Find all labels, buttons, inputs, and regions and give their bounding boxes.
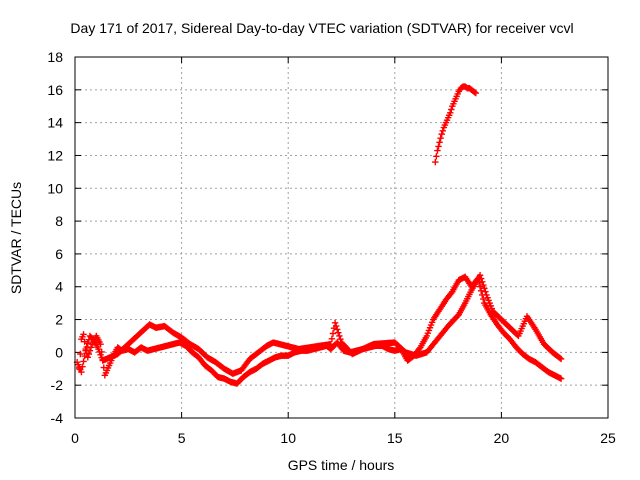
- y-tick-label: 18: [47, 49, 63, 65]
- y-tick-label: 4: [55, 279, 63, 295]
- data-point: [81, 352, 88, 360]
- data-point: [435, 143, 442, 150]
- data-point: [80, 331, 87, 338]
- data-point: [336, 332, 343, 340]
- data-point: [331, 319, 339, 327]
- data-point: [332, 322, 340, 330]
- data-point: [477, 275, 485, 282]
- data-point: [78, 368, 85, 376]
- x-tick-label: 25: [600, 430, 616, 446]
- y-tick-label: 16: [47, 82, 63, 98]
- y-tick-label: 2: [55, 312, 63, 328]
- y-axis-label: SDTVAR / TECUs: [8, 182, 24, 294]
- data-point: [436, 139, 443, 146]
- plot-frame: [74, 56, 609, 419]
- data-point: [556, 354, 564, 362]
- data-point: [557, 375, 565, 382]
- x-tick-label: 5: [178, 430, 186, 446]
- data-point: [448, 289, 455, 297]
- x-tick-label: 10: [280, 430, 296, 446]
- data-point: [476, 272, 484, 279]
- data-point: [437, 135, 444, 142]
- data-point: [334, 326, 341, 333]
- data-point: [337, 336, 344, 343]
- x-tick-label: 20: [494, 430, 510, 446]
- data-point: [439, 127, 446, 135]
- data-point: [471, 89, 478, 96]
- data-point: [96, 348, 103, 356]
- y-tick-label: 14: [47, 115, 63, 131]
- data-point: [416, 345, 423, 353]
- data-point: [482, 288, 489, 295]
- data-point: [481, 285, 488, 292]
- data-point: [447, 109, 454, 116]
- series-sdtvar-secondary: [73, 272, 565, 377]
- data-point: [557, 355, 565, 363]
- data-point: [329, 330, 337, 337]
- data-point: [85, 350, 93, 358]
- data-point: [89, 336, 97, 343]
- data-point: [77, 350, 84, 358]
- y-tick-label: 6: [55, 246, 63, 262]
- data-point: [95, 345, 102, 353]
- x-tick-label: 15: [387, 430, 403, 446]
- data-point: [84, 340, 91, 347]
- data-point: [97, 340, 104, 348]
- data-point: [434, 147, 441, 154]
- data-point: [448, 106, 455, 113]
- data-point: [433, 153, 440, 160]
- y-tick-label: 8: [55, 213, 63, 229]
- y-tick-label: 0: [55, 344, 63, 360]
- y-tick-label: 12: [47, 147, 63, 163]
- y-tick-label: 10: [47, 180, 63, 196]
- series-sdtvar: [76, 273, 565, 387]
- series-sdtvar-upper-branch: [432, 83, 480, 166]
- x-axis-label: GPS time / hours: [288, 457, 395, 473]
- data-point: [480, 281, 487, 289]
- x-tick-label: 0: [71, 430, 79, 446]
- data-point: [80, 358, 87, 365]
- data-point: [82, 347, 89, 354]
- data-point: [438, 130, 445, 138]
- data-point: [479, 278, 486, 286]
- y-tick-label: -4: [51, 410, 64, 426]
- data-point: [327, 340, 335, 348]
- data-point: [97, 351, 104, 359]
- data-points: [73, 83, 565, 387]
- data-point: [335, 329, 342, 336]
- data-point: [472, 89, 480, 97]
- data-point: [480, 295, 487, 303]
- axes: 0 5 10 15 20 25 -4 -2 0 2 4 6 8 10 12 14 16 18: [47, 49, 616, 446]
- data-point: [432, 158, 439, 166]
- data-point: [79, 363, 86, 370]
- data-point: [83, 343, 90, 351]
- y-tick-label: -2: [51, 377, 64, 393]
- data-point: [84, 354, 91, 361]
- chart-title: Day 171 of 2017, Sidereal Day-to-day VTE…: [70, 20, 573, 36]
- grid-lines: [75, 57, 608, 418]
- data-point: [328, 335, 336, 343]
